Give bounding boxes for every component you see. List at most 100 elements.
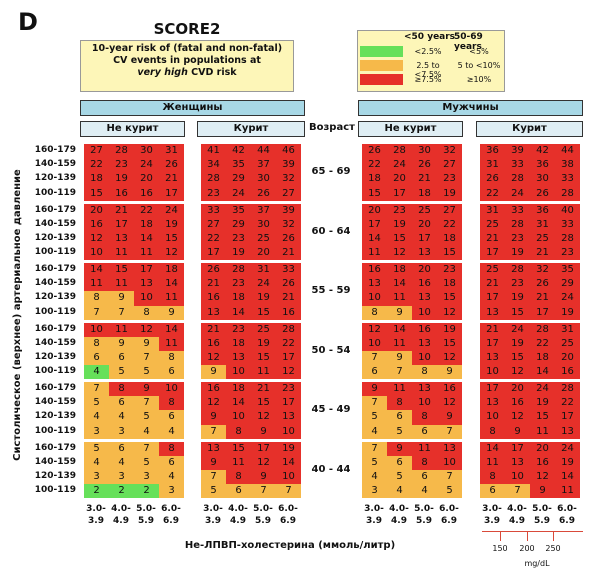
risk-cell: 23 [201,186,226,201]
x-tick-label: 4.0- 4.9 [389,504,409,526]
risk-cell: 16 [84,217,109,232]
risk-cell: 26 [201,263,226,278]
risk-cell: 16 [134,186,159,201]
x-tick-label: 5.0- 5.9 [253,504,273,526]
risk-cell: 15 [251,350,276,366]
risk-cell: 19 [505,291,530,306]
risk-cell: 7 [134,350,159,366]
risk-cell: 15 [251,305,276,320]
description-emphasis: very high [137,67,188,78]
risk-cell: 11 [412,441,437,456]
age-group-label: 65 - 69 [311,166,351,177]
risk-cell: 30 [530,172,555,187]
risk-cell: 12 [251,455,276,470]
risk-cell: 9 [437,410,462,425]
risk-cell: 21 [201,322,226,337]
risk-cell: 11 [109,277,134,292]
risk-cell: 13 [480,350,505,366]
risk-cell: 13 [437,441,462,456]
risk-cell: 14 [134,231,159,247]
sbp-label: 160-179 [34,264,76,274]
panel-letter: D [18,8,38,36]
risk-cell: 17 [362,217,387,232]
risk-cell: 12 [251,410,276,425]
risk-cell: 20 [362,203,387,218]
risk-cell: 25 [555,336,580,351]
risk-cell: 5 [362,410,387,425]
risk-cell: 14 [84,263,109,278]
risk-cell: 26 [480,172,505,187]
risk-cell: 19 [387,217,412,232]
risk-cell: 31 [480,203,505,218]
risk-cell: 13 [362,277,387,292]
risk-cell: 31 [530,217,555,232]
risk-cell: 7 [276,484,301,499]
risk-cell: 10 [480,410,505,425]
risk-cell: 22 [555,396,580,411]
risk-cell: 11 [109,322,134,337]
risk-cell: 10 [226,410,251,425]
sbp-label: 100-119 [34,366,76,377]
risk-cell: 8 [109,382,134,397]
risk-description-box: 10-year risk of (fatal and non-fatal) CV… [80,40,294,92]
sbp-label: 100-119 [34,425,76,436]
risk-cell: 8 [159,441,184,456]
risk-cell: 13 [201,441,226,456]
risk-cell: 11 [530,424,555,439]
risk-cell: 21 [159,172,184,187]
risk-cell: 14 [387,322,412,337]
risk-cell: 4 [387,484,412,499]
risk-cell: 26 [412,158,437,173]
age-header: Возраст [309,122,355,133]
risk-cell: 15 [387,231,412,247]
risk-cell: 7 [362,441,387,456]
risk-cell: 14 [387,277,412,292]
risk-cell: 13 [134,277,159,292]
risk-cell: 13 [505,455,530,470]
legend-header-under50: <50 years [404,32,456,42]
risk-cell: 6 [159,410,184,425]
risk-cell: 9 [201,410,226,425]
risk-cell: 23 [226,231,251,247]
risk-cell: 11 [226,455,251,470]
risk-cell: 17 [276,396,301,411]
risk-cell: 4 [84,365,109,380]
risk-cell: 15 [226,441,251,456]
risk-cell: 29 [555,277,580,292]
sex-header-women: Женщины [80,100,305,116]
x-tick-label: 6.0- 6.9 [439,504,459,526]
risk-cell: 42 [226,144,251,159]
risk-cell: 24 [226,186,251,201]
risk-cell: 13 [412,246,437,261]
risk-cell: 7 [201,424,226,439]
risk-cell: 28 [555,186,580,201]
sbp-label: 160-179 [34,323,76,334]
risk-cell: 19 [251,291,276,306]
risk-cell: 27 [437,158,462,173]
risk-cell: 17 [530,305,555,320]
risk-cell: 20 [412,263,437,278]
risk-cell: 6 [412,469,437,485]
risk-cell: 33 [505,158,530,173]
x-tick-label: 5.0- 5.9 [532,504,552,526]
risk-cell: 25 [251,322,276,337]
risk-cell: 17 [412,231,437,247]
risk-cell: 26 [530,186,555,201]
risk-cell: 8 [226,469,251,485]
risk-cell: 24 [555,291,580,306]
risk-cell: 6 [362,365,387,380]
risk-cell: 17 [109,217,134,232]
mgdl-scale-line [482,531,583,532]
mgdl-unit: mg/dL [524,559,550,568]
risk-cell: 33 [555,172,580,187]
sbp-label: 120-139 [34,411,76,422]
risk-cell: 2 [109,484,134,499]
risk-cell: 22 [201,231,226,247]
risk-cell: 13 [201,305,226,320]
sbp-label: 140-159 [34,456,76,467]
risk-cell: 7 [134,441,159,456]
risk-cell: 15 [84,186,109,201]
mgdl-tick-label: 250 [545,544,561,553]
risk-cell: 16 [505,396,530,411]
risk-cell: 17 [251,441,276,456]
